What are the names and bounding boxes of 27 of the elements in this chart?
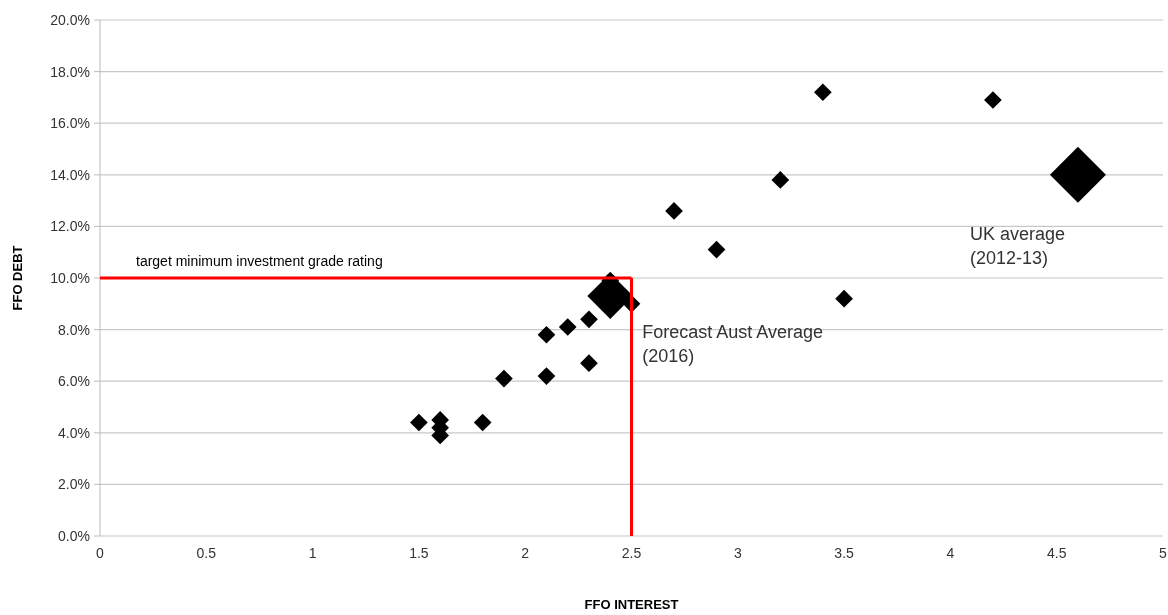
x-tick-label: 2.5: [621, 545, 642, 561]
y-axis-title: FFO DEBT: [10, 245, 25, 311]
y-tick-label: 0.0%: [58, 527, 90, 544]
x-tick-label: 3.5: [834, 545, 855, 561]
x-tick-label: 0: [96, 545, 105, 561]
x-tick-label: 4.5: [1046, 545, 1067, 561]
y-tick-label: 8.0%: [58, 321, 90, 338]
x-tick-label: 1.5: [409, 545, 429, 561]
y-tick-label: 20.0%: [50, 11, 90, 28]
y-tick-label: 14.0%: [50, 166, 90, 183]
x-tick-label: 2: [521, 545, 530, 561]
ref-line-label: target minimum investment grade rating: [136, 253, 383, 269]
y-tick-label: 16.0%: [50, 115, 90, 132]
y-tick-label: 2.0%: [58, 476, 90, 493]
annotation: UK average (2012-13): [969, 223, 1066, 268]
x-axis-title: FFO INTEREST: [584, 597, 679, 612]
y-tick-label: 6.0%: [58, 373, 90, 390]
y-tick-label: 12.0%: [50, 218, 90, 235]
x-tick-label: 4: [946, 545, 955, 561]
x-tick-label: 3: [733, 545, 742, 561]
y-tick-label: 4.0%: [58, 424, 90, 441]
x-tick-label: 5: [1159, 545, 1168, 561]
y-tick-label: 18.0%: [50, 63, 90, 80]
annotation: Forecast Aust Average (2016): [642, 322, 824, 367]
x-tick-label: 1: [308, 545, 317, 561]
x-tick-label: 0.5: [196, 545, 217, 561]
y-tick-label: 10.0%: [50, 269, 90, 286]
